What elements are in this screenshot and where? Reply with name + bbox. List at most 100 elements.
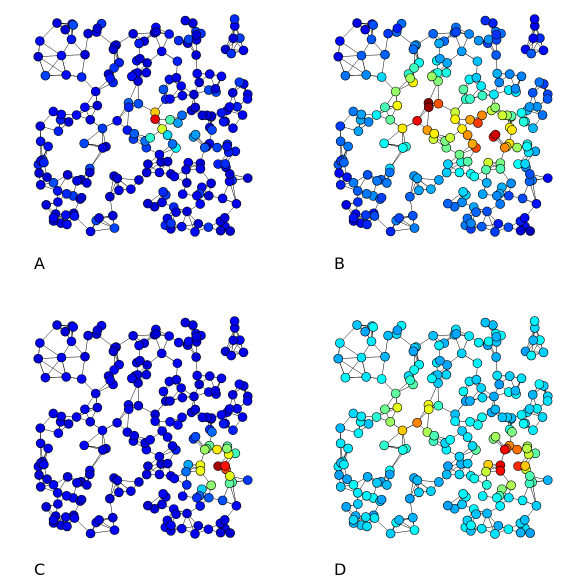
node	[126, 486, 136, 496]
node	[542, 173, 553, 183]
node	[195, 164, 206, 174]
node	[397, 123, 408, 134]
node	[376, 192, 387, 203]
node	[62, 170, 73, 180]
node	[353, 499, 363, 509]
node	[35, 180, 46, 190]
node	[531, 500, 542, 511]
node	[133, 98, 144, 109]
node	[356, 50, 367, 61]
node	[492, 190, 502, 201]
node	[56, 109, 67, 120]
node	[369, 513, 380, 523]
node	[516, 373, 527, 384]
node	[542, 396, 553, 406]
node	[207, 427, 217, 437]
node	[538, 45, 549, 56]
node	[369, 211, 380, 221]
node	[352, 186, 363, 196]
node	[180, 15, 191, 26]
node	[217, 495, 228, 506]
node	[157, 426, 167, 436]
node	[380, 404, 390, 415]
node	[492, 370, 502, 381]
node	[52, 18, 62, 28]
node	[481, 466, 491, 477]
node	[157, 197, 167, 208]
node	[454, 149, 465, 160]
node	[380, 49, 390, 60]
node	[462, 130, 473, 140]
node	[481, 164, 491, 175]
node	[499, 142, 510, 153]
node	[489, 89, 499, 100]
node	[352, 320, 362, 330]
node	[79, 440, 89, 451]
node	[166, 520, 176, 531]
node	[340, 372, 351, 383]
node	[126, 184, 136, 194]
node	[534, 379, 545, 389]
node	[215, 225, 226, 236]
node	[227, 389, 238, 400]
node	[527, 87, 538, 98]
node	[80, 102, 90, 113]
node	[35, 36, 45, 46]
node	[173, 337, 184, 348]
node	[433, 400, 444, 411]
node	[114, 487, 124, 498]
node	[85, 226, 96, 237]
node	[450, 416, 460, 427]
node	[43, 141, 53, 152]
node	[495, 199, 506, 209]
node	[127, 71, 137, 82]
node	[503, 492, 514, 503]
node	[518, 116, 529, 127]
node	[529, 316, 540, 326]
node	[172, 56, 183, 67]
node	[405, 191, 415, 202]
node	[197, 412, 208, 423]
node	[210, 385, 221, 396]
node	[516, 108, 527, 118]
node	[206, 480, 216, 491]
node	[335, 482, 346, 492]
node	[356, 352, 367, 363]
node	[129, 128, 140, 139]
node	[194, 379, 205, 390]
node	[60, 326, 70, 337]
node	[385, 114, 396, 125]
node	[48, 408, 59, 419]
node	[69, 211, 80, 221]
node	[169, 171, 180, 182]
node	[238, 347, 249, 358]
node	[109, 63, 119, 73]
network-panel	[333, 14, 553, 237]
node	[212, 444, 222, 455]
node	[495, 466, 506, 476]
node	[469, 473, 480, 484]
node	[434, 340, 444, 351]
node	[105, 493, 115, 504]
node	[520, 461, 531, 471]
node	[335, 36, 345, 46]
node	[204, 371, 215, 381]
node	[164, 331, 174, 341]
node	[407, 512, 418, 523]
node	[491, 352, 501, 362]
node	[476, 81, 486, 91]
node	[162, 156, 173, 167]
node	[442, 58, 452, 68]
node	[40, 372, 51, 383]
node	[192, 68, 202, 79]
node	[339, 157, 349, 168]
node	[362, 219, 372, 230]
node	[62, 472, 73, 482]
node	[360, 24, 370, 35]
node	[71, 412, 82, 422]
node	[476, 523, 487, 534]
node	[212, 142, 222, 153]
node	[142, 58, 152, 68]
node	[352, 18, 362, 28]
node	[229, 316, 240, 326]
